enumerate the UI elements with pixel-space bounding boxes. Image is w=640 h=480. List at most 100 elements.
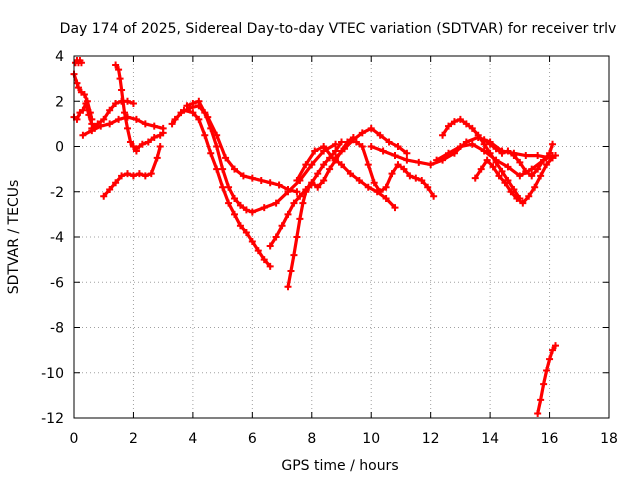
data-point (376, 188, 384, 196)
series-arc-6 (112, 61, 140, 155)
x-axis-label: GPS time / hours (281, 458, 398, 474)
series-arc-19 (433, 140, 557, 180)
data-point (124, 124, 131, 132)
data-point (370, 179, 378, 187)
data-point (296, 215, 304, 223)
data-point (112, 179, 120, 187)
data-point (486, 140, 494, 148)
data-point (293, 233, 301, 241)
series-arc-15 (332, 124, 411, 162)
data-point (135, 170, 143, 178)
data-point (450, 118, 458, 126)
data-point (106, 120, 114, 128)
data-point (236, 201, 244, 209)
data-point (222, 154, 230, 162)
data-point (379, 147, 387, 155)
data-point (239, 172, 247, 180)
data-point (314, 183, 322, 191)
data-point (266, 179, 274, 187)
data-point (74, 84, 82, 92)
data-point (257, 176, 265, 184)
data-point (79, 131, 87, 139)
data-point (332, 140, 340, 148)
data-point (219, 165, 227, 173)
data-point (358, 129, 366, 137)
data-point (80, 90, 88, 98)
data-point (219, 183, 227, 191)
data-point (144, 138, 152, 146)
data-point (543, 161, 551, 169)
data-point (189, 109, 197, 117)
series-line (114, 63, 138, 153)
data-point (540, 156, 548, 164)
data-point (340, 145, 348, 153)
data-point (504, 163, 512, 171)
data-point (424, 183, 432, 191)
x-tick-label: 14 (481, 431, 499, 447)
data-point (367, 124, 375, 132)
series-arc-3 (71, 57, 85, 67)
data-point (116, 75, 124, 83)
data-point (106, 185, 114, 193)
data-point (284, 283, 292, 291)
data-point (412, 174, 420, 182)
data-point (480, 136, 488, 144)
data-point (364, 183, 372, 191)
data-point (287, 267, 295, 275)
data-point (308, 161, 316, 169)
series-arc-9 (168, 102, 301, 196)
data-point (522, 152, 530, 160)
data-point (495, 172, 503, 180)
data-point (118, 86, 126, 94)
data-point (516, 158, 524, 166)
data-point (153, 154, 161, 162)
data-point (290, 251, 298, 259)
data-point (445, 149, 452, 157)
y-tick-label: -10 (41, 366, 64, 382)
data-point (293, 176, 301, 184)
data-point (394, 161, 402, 169)
x-tick-label: 8 (307, 431, 316, 447)
data-point (531, 183, 539, 191)
data-point (519, 199, 527, 207)
data-series (70, 57, 559, 417)
data-point (305, 183, 313, 191)
data-point (132, 145, 140, 153)
x-tick-label: 4 (188, 431, 197, 447)
y-tick-label: -8 (50, 321, 64, 337)
data-point (445, 122, 452, 130)
data-point (201, 109, 209, 117)
data-point (364, 161, 372, 169)
data-point (248, 238, 256, 246)
data-point (522, 167, 530, 175)
data-point (477, 165, 485, 173)
data-point (126, 138, 134, 146)
x-tick-label: 2 (129, 431, 138, 447)
data-point (516, 172, 524, 180)
data-point (346, 170, 354, 178)
data-point (88, 115, 96, 123)
data-point (549, 140, 557, 148)
data-point (100, 192, 108, 200)
data-point (156, 143, 164, 150)
data-point (231, 210, 238, 218)
series-line (173, 108, 272, 268)
data-point (124, 170, 131, 178)
data-point (439, 131, 447, 139)
data-point (332, 147, 340, 155)
data-point (326, 165, 334, 173)
data-point (132, 115, 140, 123)
data-point (480, 147, 488, 155)
data-point (501, 179, 509, 187)
data-point (73, 79, 81, 87)
data-point (320, 176, 328, 184)
data-point (394, 143, 402, 150)
series-arc-7 (100, 143, 164, 200)
data-point (320, 143, 328, 150)
data-point (254, 247, 262, 255)
data-point (284, 188, 292, 196)
data-point (112, 61, 120, 69)
data-point (195, 115, 203, 123)
data-point (168, 120, 176, 128)
data-point (302, 161, 310, 169)
